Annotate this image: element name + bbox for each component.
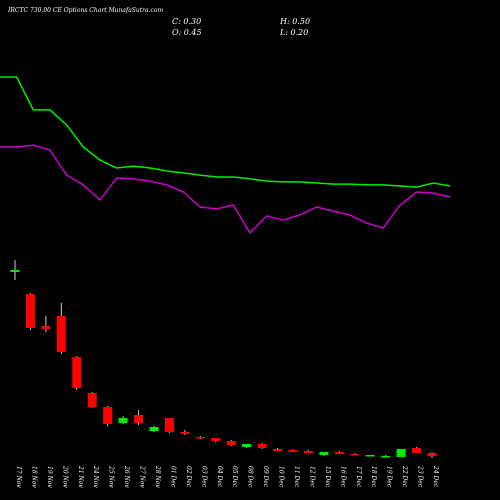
candle-body xyxy=(87,393,97,407)
x-tick-label: 15 Dec xyxy=(324,466,331,488)
moving-average-line xyxy=(0,144,451,235)
candle-body xyxy=(427,453,437,456)
candle-body xyxy=(10,270,20,272)
x-tick-label: 21 Nov xyxy=(77,465,84,488)
candle-body xyxy=(41,326,51,329)
candle-body xyxy=(164,418,174,432)
x-tick-label: 20 Nov xyxy=(61,465,68,488)
candle-body xyxy=(226,441,236,445)
candle-body xyxy=(350,454,360,456)
x-tick-label: 05 Dec xyxy=(231,466,238,488)
candle-body xyxy=(211,438,221,441)
x-tick-label: 10 Dec xyxy=(278,466,285,488)
x-tick-label: 19 Dec xyxy=(386,466,393,488)
stat-low: L: 0.20 xyxy=(279,28,308,37)
x-tick-label: 18 Nov xyxy=(30,466,37,488)
x-tick-label: 25 Nov xyxy=(108,465,115,488)
candle-body xyxy=(118,418,128,423)
candle-body xyxy=(257,444,267,448)
candle-body xyxy=(334,452,344,454)
candle-body xyxy=(103,407,113,424)
x-tick-label: 17 Dec xyxy=(355,466,362,488)
x-tick-label: 09 Dec xyxy=(262,466,269,488)
stat-close: C: 0.30 xyxy=(172,17,201,26)
x-tick-label: 11 Dec xyxy=(293,466,300,488)
candle-body xyxy=(56,316,66,352)
x-tick-label: 22 Dec xyxy=(401,465,408,488)
stat-open: O: 0.45 xyxy=(172,28,202,37)
candle-body xyxy=(273,449,283,451)
candle-body xyxy=(149,427,159,431)
candle-body xyxy=(25,294,35,328)
x-tick-label: 26 Nov xyxy=(123,465,130,488)
candle-body xyxy=(72,357,82,388)
candle-body xyxy=(134,415,144,423)
candle-body xyxy=(412,448,422,453)
x-tick-label: 28 Nov xyxy=(154,465,161,488)
candle-body xyxy=(242,444,252,447)
x-tick-label: 16 Dec xyxy=(339,466,346,488)
x-tick-label: 17 Nov xyxy=(15,466,22,488)
moving-average-line xyxy=(0,76,451,188)
candle-body xyxy=(180,432,190,434)
stat-high: H: 0.50 xyxy=(279,17,310,26)
x-tick-label: 12 Dec xyxy=(308,466,315,488)
x-tick-label: 24 Nov xyxy=(92,465,99,488)
candle-body xyxy=(195,437,205,439)
candle-body xyxy=(288,450,298,452)
chart-title: IRCTC 730.00 CE Options Chart MunafaSutr… xyxy=(7,7,163,14)
candle-body xyxy=(381,456,391,458)
candle-body xyxy=(303,451,313,453)
candle-body xyxy=(396,449,406,457)
x-tick-label: 23 Dec xyxy=(417,465,424,488)
x-tick-label: 27 Nov xyxy=(139,465,146,488)
x-tick-label: 04 Dec xyxy=(216,466,223,488)
x-tick-label: 24 Dec xyxy=(432,465,439,488)
x-tick-label: 01 Dec xyxy=(169,466,176,488)
x-tick-label: 02 Dec xyxy=(185,466,192,488)
candle-body xyxy=(365,455,375,457)
x-tick-label: 19 Nov xyxy=(46,466,53,488)
x-tick-label: 03 Dec xyxy=(200,466,207,488)
x-tick-label: 08 Dec xyxy=(247,466,254,488)
candle-body xyxy=(319,452,329,455)
x-tick-label: 18 Dec xyxy=(370,466,377,488)
